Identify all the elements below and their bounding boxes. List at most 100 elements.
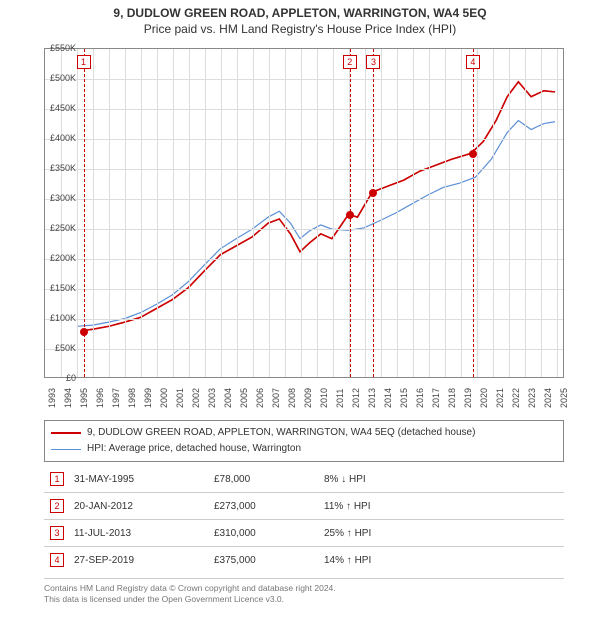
gridline-h xyxy=(45,229,563,230)
x-axis-label: 2007 xyxy=(271,388,281,408)
event-number-box: 1 xyxy=(77,55,91,69)
row-date: 31-MAY-1995 xyxy=(74,474,204,485)
x-axis-label: 2013 xyxy=(367,388,377,408)
gridline-h xyxy=(45,319,563,320)
gridline-v xyxy=(541,49,542,377)
legend-item: 9, DUDLOW GREEN ROAD, APPLETON, WARRINGT… xyxy=(51,425,557,441)
x-axis-label: 2021 xyxy=(495,388,505,408)
x-axis-label: 2022 xyxy=(511,388,521,408)
y-axis-label: £300K xyxy=(40,193,76,203)
row-number-box: 4 xyxy=(50,553,64,567)
gridline-v xyxy=(61,49,62,377)
chart-plot-area: 1234 xyxy=(44,48,564,378)
x-axis-label: 1999 xyxy=(143,388,153,408)
table-row: 131-MAY-1995£78,0008% ↓ HPI xyxy=(44,466,564,493)
row-number-box: 3 xyxy=(50,526,64,540)
row-date: 11-JUL-2013 xyxy=(74,528,204,539)
x-axis-label: 2002 xyxy=(191,388,201,408)
y-axis-label: £100K xyxy=(40,313,76,323)
gridline-h xyxy=(45,109,563,110)
y-axis-label: £450K xyxy=(40,103,76,113)
gridline-v xyxy=(333,49,334,377)
x-axis-label: 2014 xyxy=(383,388,393,408)
row-price: £375,000 xyxy=(214,555,314,566)
sales-table: 131-MAY-1995£78,0008% ↓ HPI220-JAN-2012£… xyxy=(44,466,564,573)
event-number-box: 3 xyxy=(366,55,380,69)
sale-marker xyxy=(369,189,377,197)
x-axis-label: 2025 xyxy=(559,388,569,408)
legend-label: HPI: Average price, detached house, Warr… xyxy=(87,441,301,457)
y-axis-label: £550K xyxy=(40,43,76,53)
gridline-v xyxy=(461,49,462,377)
gridline-v xyxy=(269,49,270,377)
gridline-v xyxy=(221,49,222,377)
x-axis-label: 2016 xyxy=(415,388,425,408)
table-row: 220-JAN-2012£273,00011% ↑ HPI xyxy=(44,493,564,520)
gridline-h xyxy=(45,169,563,170)
row-price: £273,000 xyxy=(214,501,314,512)
gridline-h xyxy=(45,259,563,260)
gridline-v xyxy=(301,49,302,377)
gridline-v xyxy=(141,49,142,377)
x-axis-label: 2001 xyxy=(175,388,185,408)
gridline-h xyxy=(45,139,563,140)
x-axis-label: 2004 xyxy=(223,388,233,408)
gridline-v xyxy=(237,49,238,377)
event-line xyxy=(473,49,474,377)
gridline-v xyxy=(109,49,110,377)
footer-line-1: Contains HM Land Registry data © Crown c… xyxy=(44,583,564,594)
gridline-h xyxy=(45,289,563,290)
gridline-v xyxy=(381,49,382,377)
legend-label: 9, DUDLOW GREEN ROAD, APPLETON, WARRINGT… xyxy=(87,425,475,441)
y-axis-label: £350K xyxy=(40,163,76,173)
gridline-v xyxy=(525,49,526,377)
gridline-v xyxy=(125,49,126,377)
x-axis-label: 2024 xyxy=(543,388,553,408)
x-axis-label: 2017 xyxy=(431,388,441,408)
gridline-h xyxy=(45,199,563,200)
title-line-1: 9, DUDLOW GREEN ROAD, APPLETON, WARRINGT… xyxy=(0,6,600,20)
gridline-v xyxy=(477,49,478,377)
row-date: 20-JAN-2012 xyxy=(74,501,204,512)
y-axis-label: £50K xyxy=(40,343,76,353)
footer: Contains HM Land Registry data © Crown c… xyxy=(44,578,564,606)
x-axis-label: 2020 xyxy=(479,388,489,408)
chart-svg xyxy=(45,49,563,377)
x-axis-label: 2006 xyxy=(255,388,265,408)
x-axis-label: 1998 xyxy=(127,388,137,408)
row-date: 27-SEP-2019 xyxy=(74,555,204,566)
y-axis-label: £500K xyxy=(40,73,76,83)
gridline-v xyxy=(429,49,430,377)
x-axis-label: 1995 xyxy=(79,388,89,408)
row-diff: 11% ↑ HPI xyxy=(324,501,464,512)
x-axis-label: 2011 xyxy=(335,389,345,408)
gridline-v xyxy=(397,49,398,377)
table-row: 4 27-SEP-2019 £375,000 14% ↑ HPI xyxy=(44,547,564,573)
x-axis-label: 2018 xyxy=(447,388,457,408)
x-axis-label: 2019 xyxy=(463,388,473,408)
y-axis-label: £200K xyxy=(40,253,76,263)
row-diff: 14% ↑ HPI xyxy=(324,555,464,566)
table-row: 311-JUL-2013£310,00025% ↑ HPI xyxy=(44,520,564,547)
gridline-v xyxy=(77,49,78,377)
titles: 9, DUDLOW GREEN ROAD, APPLETON, WARRINGT… xyxy=(0,0,600,36)
x-axis-label: 1996 xyxy=(95,388,105,408)
x-axis-label: 2010 xyxy=(319,388,329,408)
gridline-h xyxy=(45,349,563,350)
event-line xyxy=(373,49,374,377)
gridline-v xyxy=(93,49,94,377)
x-axis-label: 2015 xyxy=(399,388,409,408)
sale-marker xyxy=(469,150,477,158)
x-axis-label: 1997 xyxy=(111,388,121,408)
sale-marker xyxy=(346,211,354,219)
row-price: £78,000 xyxy=(214,474,314,485)
event-number-box: 4 xyxy=(466,55,480,69)
sale-marker xyxy=(80,328,88,336)
footer-line-2: This data is licensed under the Open Gov… xyxy=(44,594,564,605)
x-axis-label: 2023 xyxy=(527,388,537,408)
x-axis-label: 2012 xyxy=(351,388,361,408)
x-axis-label: 1993 xyxy=(47,388,57,408)
page: 9, DUDLOW GREEN ROAD, APPLETON, WARRINGT… xyxy=(0,0,600,620)
x-axis-label: 2009 xyxy=(303,388,313,408)
gridline-v xyxy=(205,49,206,377)
